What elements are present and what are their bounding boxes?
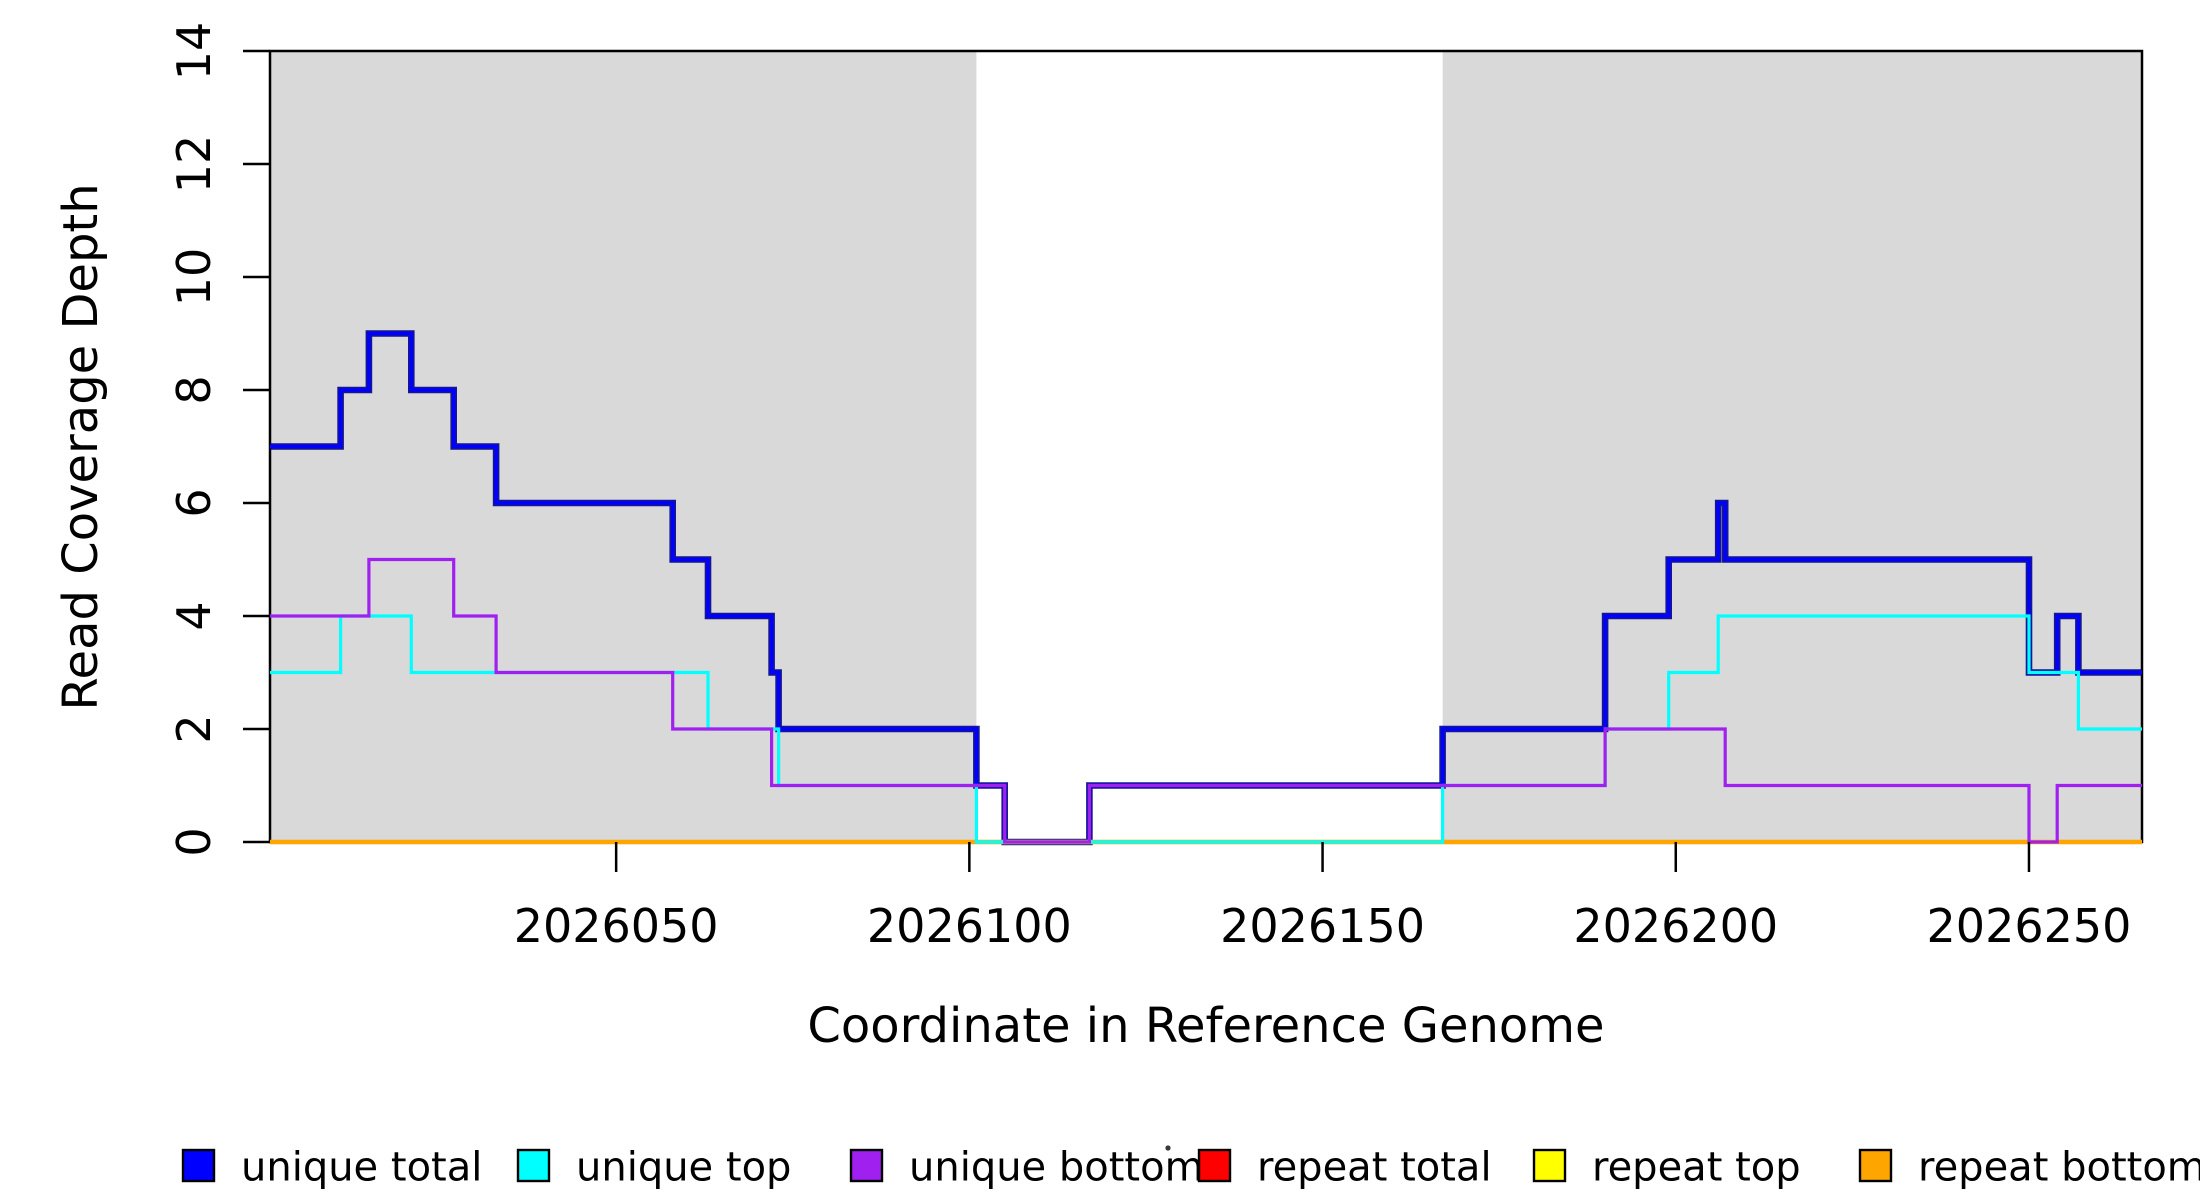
y-axis-tick-label: 14 [167, 22, 221, 81]
aligned-region-shading [270, 51, 977, 842]
y-axis-tick-label: 0 [167, 827, 221, 856]
legend-label-repeat-top: repeat top [1592, 1145, 1801, 1191]
legend-swatch-repeat-top [1532, 1148, 1567, 1183]
legend-label-repeat-bottom: repeat bottom [1918, 1145, 2200, 1191]
y-axis-tick-label: 4 [167, 601, 221, 630]
legend-swatch-repeat-bottom [1858, 1148, 1893, 1183]
y-axis-tick-label: 10 [167, 248, 221, 307]
legend-swatch-repeat-total [1197, 1148, 1232, 1183]
aligned-region-shading [1442, 51, 2142, 842]
x-axis-tick-label: 2026200 [1573, 899, 1778, 953]
x-axis-tick-label: 2026050 [514, 899, 719, 953]
y-axis-tick-label: 2 [167, 714, 221, 743]
legend-label-repeat-total: repeat total [1257, 1145, 1492, 1191]
legend-swatch-unique-bottom [849, 1148, 884, 1183]
legend-label-unique-bottom: unique bottom [909, 1145, 1204, 1191]
legend-label-unique-top: unique top [576, 1145, 791, 1191]
x-axis-title: Coordinate in Reference Genome [807, 998, 1604, 1054]
y-axis-tick-label: 12 [167, 135, 221, 194]
x-axis-tick-label: 2026250 [1927, 899, 2132, 953]
x-axis-tick-label: 2026150 [1220, 899, 1425, 953]
series-line-unique-bottom [270, 557, 2142, 844]
legend-swatch-unique-top [516, 1148, 551, 1183]
y-axis-tick-label: 8 [167, 375, 221, 404]
legend-label-unique-total: unique total [241, 1145, 482, 1191]
y-axis-title: Read Coverage Depth [53, 183, 109, 710]
legend-swatch-unique-total [181, 1148, 216, 1183]
y-axis-tick-label: 6 [167, 488, 221, 517]
x-axis-tick-label: 2026100 [867, 899, 1072, 953]
artifact-dot [1165, 1145, 1171, 1151]
series-line-unique-top [270, 614, 2142, 844]
